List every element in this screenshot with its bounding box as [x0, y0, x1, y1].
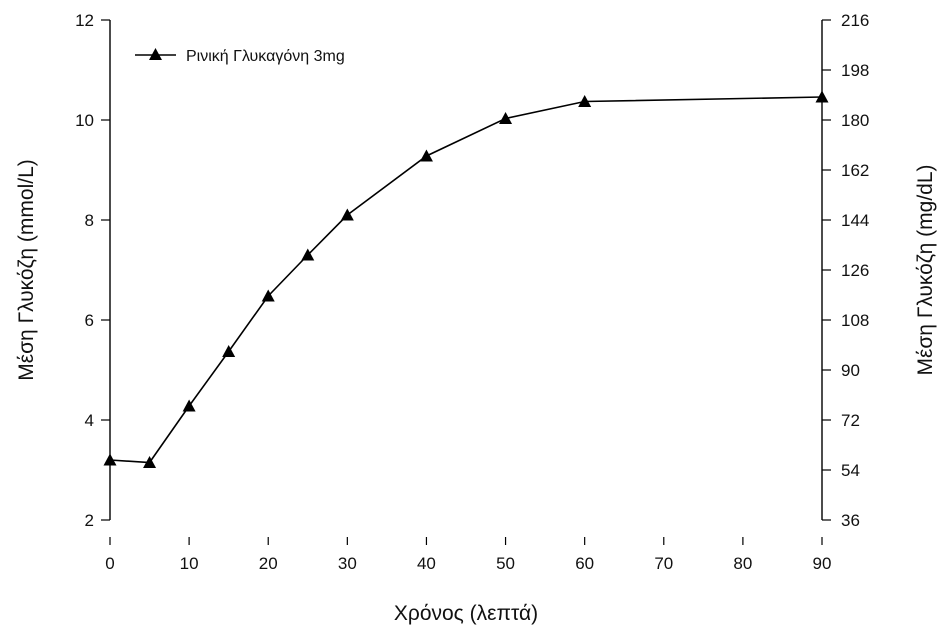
data-point-triangle [578, 95, 592, 107]
x-tick-label: 30 [338, 554, 357, 573]
x-tick-label: 80 [733, 554, 752, 573]
y2-tick-label: 54 [841, 461, 860, 480]
data-point-triangle [301, 248, 315, 261]
x-tick-label: 50 [496, 554, 515, 573]
x-tick-label: 90 [813, 554, 832, 573]
y-axis-right: 36 54 72 90 108 126 144 162 180 198 216 [821, 11, 869, 530]
y2-tick-label: 144 [841, 211, 869, 230]
x-axis-title: Χρόνος (λεπτά) [394, 602, 538, 625]
y2-tick-label: 198 [841, 61, 869, 80]
y2-tick-label: 180 [841, 111, 869, 130]
series-layer [103, 90, 829, 468]
data-point-triangle [815, 90, 829, 103]
data-point-triangle [261, 289, 275, 302]
legend-marker-triangle [149, 48, 162, 60]
x-tick-label: 70 [654, 554, 673, 573]
y-tick-label: 12 [75, 11, 94, 30]
y2-tick-label: 72 [841, 411, 860, 430]
y2-tick-label: 216 [841, 11, 869, 30]
x-tick-label: 0 [105, 554, 114, 573]
x-axis: 0 10 20 30 40 50 60 70 80 90 [105, 537, 831, 573]
y2-tick-label: 162 [841, 161, 869, 180]
y2-tick-label: 36 [841, 511, 860, 530]
x-tick-label: 10 [180, 554, 199, 573]
series-line [109, 96, 823, 464]
data-point-triangle [419, 149, 433, 162]
legend: Ρινική Γλυκαγόνη 3mg [135, 48, 345, 65]
data-point-triangle [222, 345, 236, 357]
x-tick-label: 40 [417, 554, 436, 573]
data-point-triangle [143, 456, 157, 468]
data-point-triangle [182, 399, 196, 412]
legend-label: Ρινική Γλυκαγόνη 3mg [186, 48, 345, 65]
y-tick-label: 4 [85, 411, 94, 430]
x-tick-label: 60 [575, 554, 594, 573]
y2-tick-label: 108 [841, 311, 869, 330]
y-axis-left: 2 4 6 8 10 12 [75, 11, 111, 530]
y-tick-label: 8 [85, 211, 94, 230]
y-tick-label: 10 [75, 111, 94, 130]
y2-tick-label: 126 [841, 261, 869, 280]
x-tick-label: 20 [259, 554, 278, 573]
y2-tick-label: 90 [841, 361, 860, 380]
data-point-triangle [103, 453, 117, 466]
y-axis-right-title: Μέση Γλυκόζη (mg/dL) [914, 164, 937, 375]
data-point-triangle [499, 112, 513, 124]
y-tick-label: 2 [85, 511, 94, 530]
data-point-triangle [340, 208, 354, 221]
y-tick-label: 6 [85, 311, 94, 330]
y-axis-left-title: Μέση Γλυκόζη (mmol/L) [15, 159, 38, 381]
